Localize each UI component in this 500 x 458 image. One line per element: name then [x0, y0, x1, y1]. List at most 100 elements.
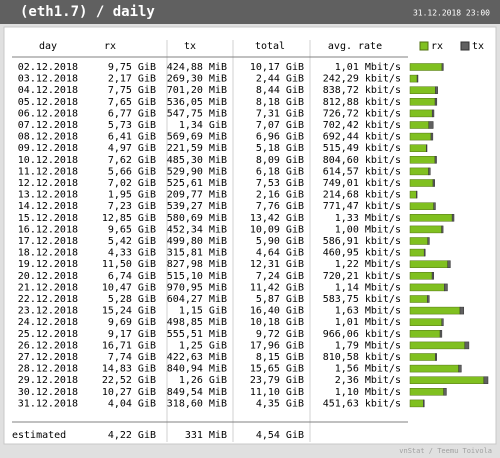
cell: 10.12.2018 [18, 155, 78, 166]
cell: 1,26 GiB [179, 375, 227, 386]
tx-bar [441, 63, 444, 71]
cell: 6,18 GiB [256, 166, 304, 177]
cell: 720,21 kbit/s [323, 271, 401, 282]
cell: 1,95 GiB [108, 190, 156, 201]
cell: 9,75 GiB [108, 62, 156, 73]
cell: 1,79 Mbit/s [335, 340, 401, 351]
cell: 10,27 GiB [102, 387, 156, 398]
cell: 30.12.2018 [18, 387, 78, 398]
cell: 16.12.2018 [18, 224, 78, 235]
cell: 15.12.2018 [18, 213, 78, 224]
cell: 13.12.2018 [18, 190, 78, 201]
rx-bar [409, 388, 444, 396]
cell: 5,28 GiB [108, 294, 156, 305]
cell: 10,17 GiB [250, 62, 304, 73]
rx-bar [409, 248, 425, 257]
tx-bar [430, 132, 434, 141]
cell: 7,76 GiB [256, 201, 304, 212]
cell: 07.12.2018 [18, 120, 78, 131]
cell: 547,75 MiB [167, 108, 227, 119]
cell: 8,18 GiB [256, 97, 304, 108]
cell: 22.12.2018 [18, 294, 78, 305]
cell: 15,65 GiB [250, 364, 304, 375]
cell: 536,05 MiB [167, 97, 227, 108]
cell: 31.12.2018 [18, 398, 78, 409]
tx-bar [434, 98, 438, 106]
cell: 214,68 kbit/s [323, 190, 401, 201]
cell: 10,09 GiB [250, 224, 304, 235]
cell: 14.12.2018 [18, 201, 78, 212]
rx-bar [409, 399, 424, 408]
column-header: rx [104, 41, 116, 52]
rx-bar [409, 132, 432, 141]
cell: 9,72 GiB [256, 329, 304, 340]
cell: 23.12.2018 [18, 306, 78, 317]
cell: 11,50 GiB [102, 259, 156, 270]
column-header: total [255, 41, 285, 52]
cell: 11.12.2018 [18, 166, 78, 177]
cell: 485,30 MiB [167, 155, 227, 166]
panel [3, 26, 497, 445]
cell: 08.12.2018 [18, 132, 78, 143]
column-header: avg. rate [328, 41, 382, 52]
cell: 11,10 GiB [250, 387, 304, 398]
cell: 04.12.2018 [18, 85, 78, 96]
cell: 460,95 kbit/s [323, 248, 401, 259]
rx-bar [409, 353, 436, 361]
cell: 2,36 Mbit/s [335, 375, 401, 386]
cell: 586,91 kbit/s [323, 236, 401, 247]
cell: 614,57 kbit/s [323, 166, 401, 177]
cell: 840,94 MiB [167, 364, 227, 375]
cell: 1,63 Mbit/s [335, 306, 401, 317]
tx-bar [428, 121, 434, 129]
cell: 16,71 GiB [102, 340, 156, 351]
cell: 580,69 MiB [167, 213, 227, 224]
tx-bar [447, 260, 451, 268]
footer: vnStat / Teemu Toivola [399, 447, 492, 455]
rx-bar [409, 190, 417, 199]
legend-tx-swatch [460, 41, 470, 51]
cell: 12,85 GiB [102, 213, 156, 224]
cell: 2,17 GiB [108, 74, 156, 85]
cell: 515,10 MiB [167, 271, 227, 282]
cell: 18.12.2018 [18, 248, 78, 259]
cell: 966,06 kbit/s [323, 329, 401, 340]
cell: 8,09 GiB [256, 155, 304, 166]
cell: 242,29 kbit/s [323, 74, 401, 85]
tx-bar [427, 237, 430, 245]
cell: 29.12.2018 [18, 375, 78, 386]
cell: 515,49 kbit/s [323, 143, 401, 154]
cell: 209,77 MiB [167, 190, 227, 201]
cell: 23,79 GiB [250, 375, 304, 386]
cell: 6,74 GiB [108, 271, 156, 282]
cell: 1,14 Mbit/s [335, 282, 401, 293]
cell: 4,64 GiB [256, 248, 304, 259]
cell: 5,87 GiB [256, 294, 304, 305]
cell: 25.12.2018 [18, 329, 78, 340]
cell: 7,53 GiB [256, 178, 304, 189]
cell: 03.12.2018 [18, 74, 78, 85]
tx-bar [434, 156, 437, 164]
rx-bar [409, 272, 433, 280]
cell: 269,30 MiB [167, 74, 227, 85]
tx-bar [427, 295, 430, 303]
cell: 7,74 GiB [108, 352, 156, 363]
rx-bar [409, 167, 429, 176]
rx-bar [409, 295, 428, 303]
cell: 10,18 GiB [250, 317, 304, 328]
tx-bar [458, 364, 462, 373]
cell: 810,58 kbit/s [323, 352, 401, 363]
rx-bar [409, 214, 453, 222]
cell: 221,59 MiB [167, 143, 227, 154]
rx-bar [409, 63, 443, 71]
cell: 22,52 GiB [102, 375, 156, 386]
tx-bar [439, 330, 443, 338]
cell: 555,51 MiB [167, 329, 227, 340]
tx-bar [443, 388, 447, 396]
cell: 9,65 GiB [108, 224, 156, 235]
cell: 12.12.2018 [18, 178, 78, 189]
legend-tx: tx [472, 41, 484, 52]
rx-bar [409, 156, 436, 164]
tx-bar [441, 225, 444, 234]
